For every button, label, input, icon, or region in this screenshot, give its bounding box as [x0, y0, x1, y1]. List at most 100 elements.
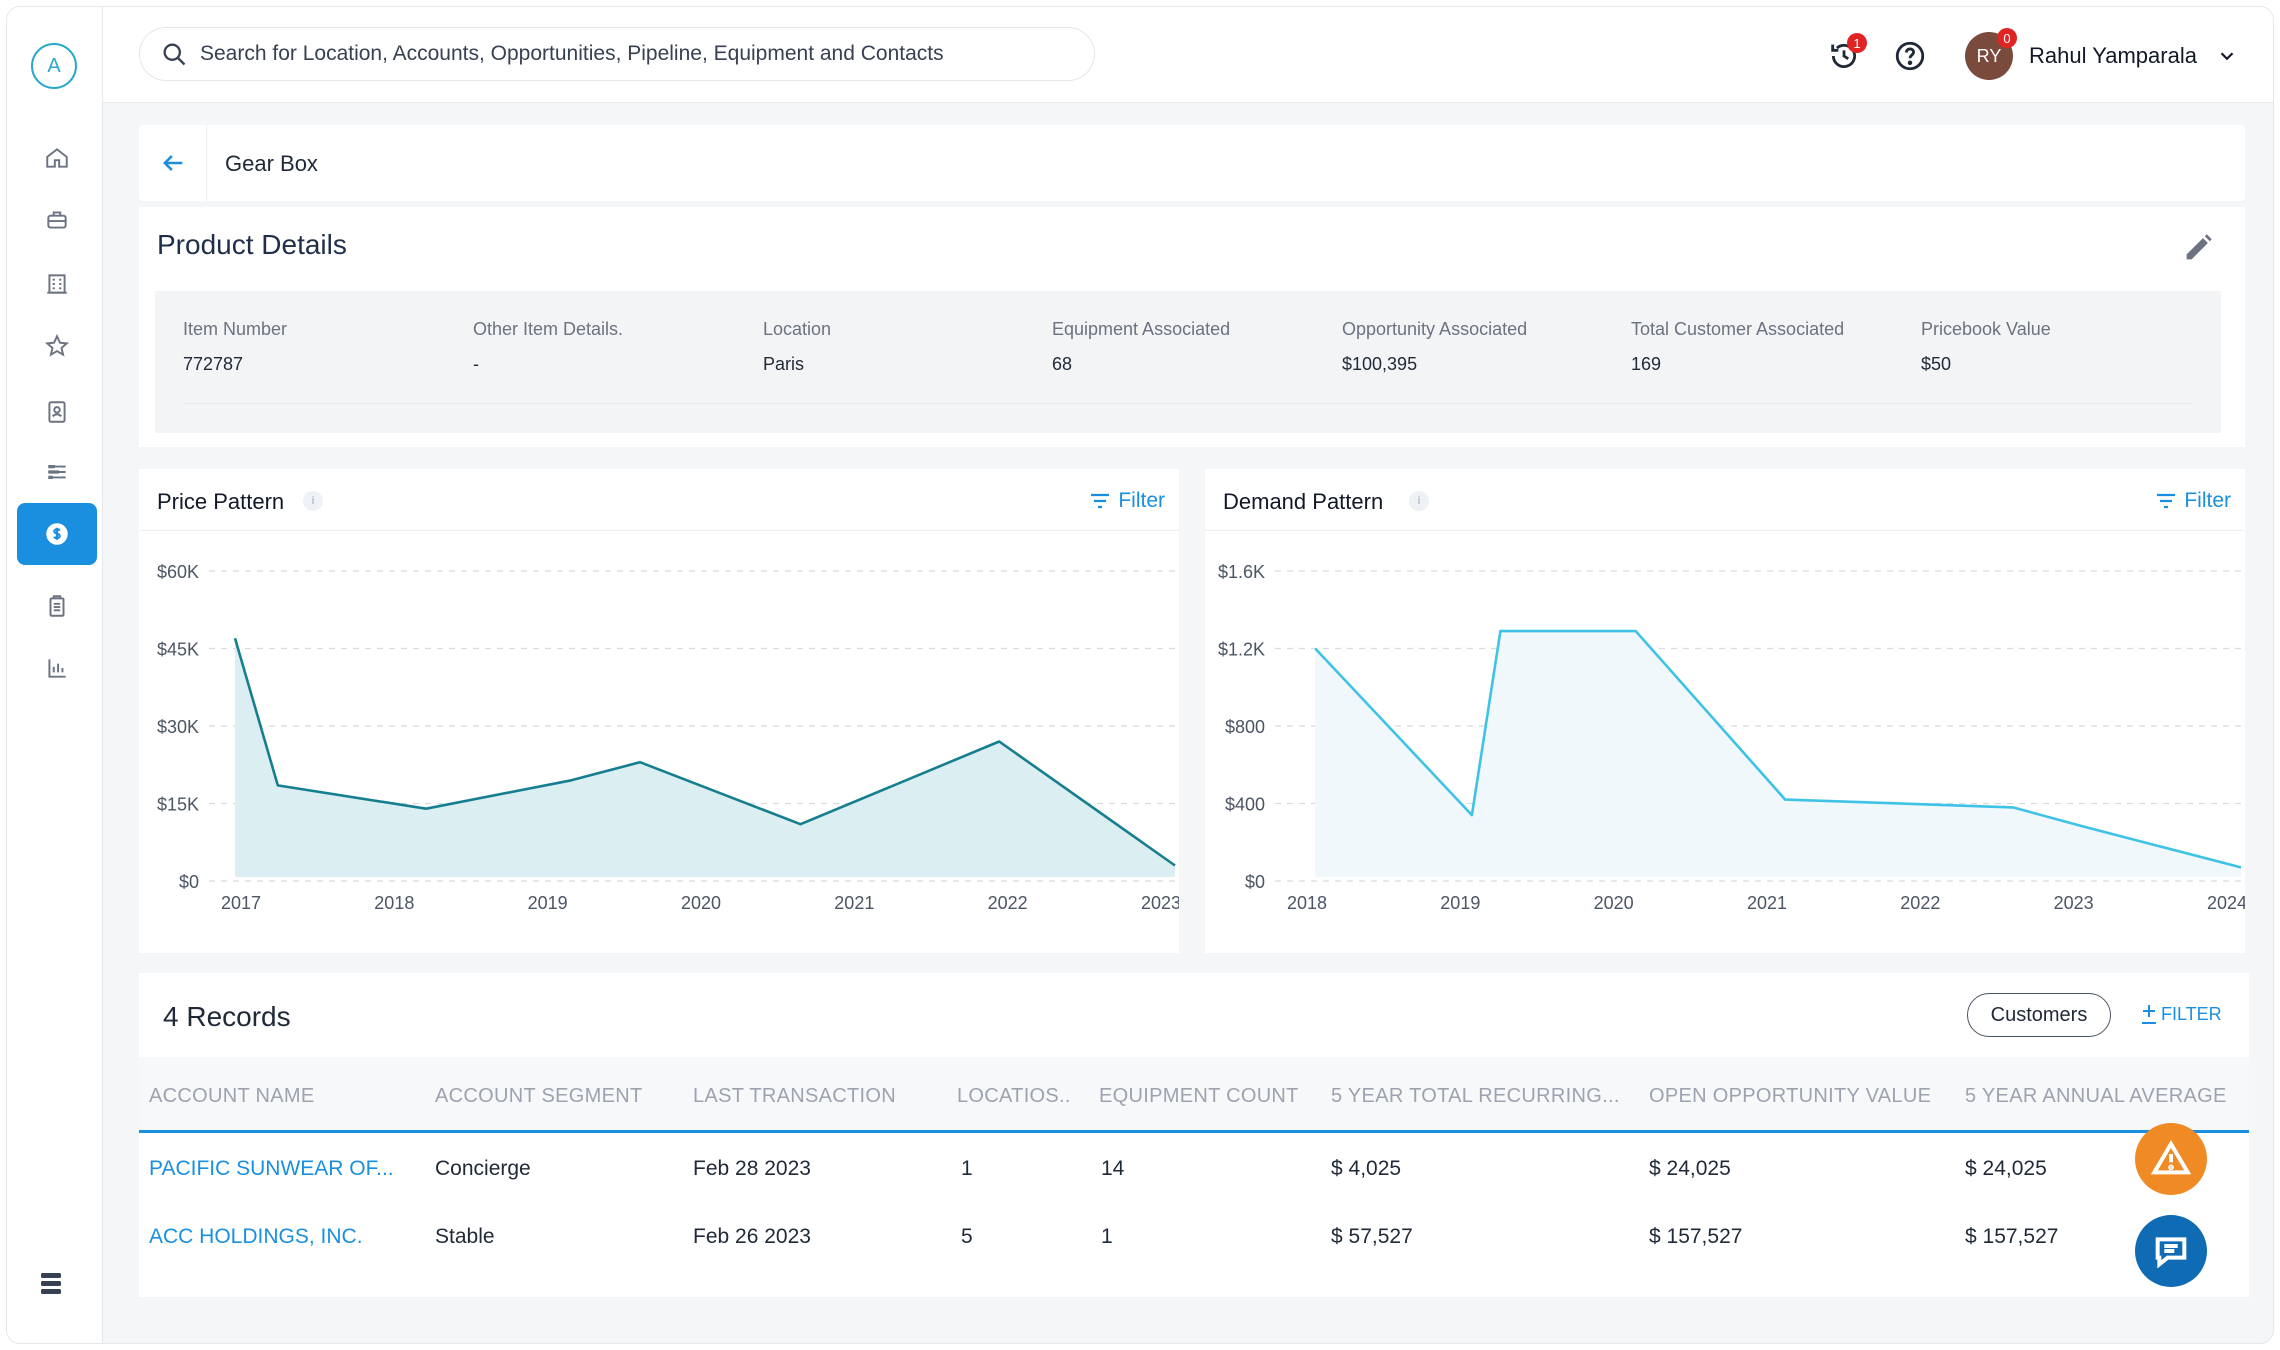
nav-building[interactable] — [17, 253, 97, 315]
data-point[interactable] — [1312, 646, 1318, 652]
table-cell: $ 157,527 — [1965, 1225, 2059, 1248]
chart-header: Demand Pattern i Filter — [1205, 469, 2245, 531]
data-point[interactable] — [1497, 628, 1503, 634]
y-tick-label: $60K — [157, 562, 199, 582]
user-name[interactable]: Rahul Yamparala — [2029, 43, 2197, 68]
data-point[interactable] — [1782, 797, 1788, 803]
app-logo[interactable]: A — [31, 43, 77, 89]
column-header[interactable]: EQUIPMENT COUNT — [1099, 1085, 1299, 1107]
data-point[interactable] — [232, 635, 238, 641]
nav-briefcase[interactable] — [17, 189, 97, 251]
column-header[interactable]: 5 YEAR TOTAL RECURRING... — [1331, 1085, 1620, 1107]
info-icon[interactable]: i — [1409, 491, 1429, 511]
y-tick-label: $0 — [1245, 872, 1265, 892]
history-button[interactable]: 1 — [1827, 33, 1867, 73]
pencil-icon — [2186, 234, 2212, 260]
data-point[interactable] — [568, 777, 574, 783]
account-name-link[interactable]: PACIFIC SUNWEAR OF... — [149, 1157, 394, 1180]
field-total-customer-associated: Total Customer Associated 169 — [1631, 319, 1844, 375]
y-tick-label: $0 — [179, 872, 199, 892]
area-fill — [1315, 631, 2241, 877]
nav-contacts[interactable] — [17, 381, 97, 443]
help-button[interactable] — [1893, 39, 1927, 73]
product-details-card: Product Details Item Number 772787 Other… — [139, 207, 2245, 447]
column-header[interactable]: 5 YEAR ANNUAL AVERAGE — [1965, 1085, 2227, 1107]
records-filter-button[interactable]: FILTER — [2139, 1003, 2222, 1025]
table-cell: 14 — [1101, 1157, 1125, 1180]
table-header: ACCOUNT NAME ACCOUNT SEGMENT LAST TRANSA… — [139, 1057, 2249, 1133]
x-tick-label: 2020 — [681, 893, 721, 913]
field-label: Location — [763, 319, 832, 339]
price-pattern-chart: $0 $15K $30K $45K $60K 2017 2018 2019 2020 2021 20… — [157, 562, 1179, 913]
y-tick-label: $30K — [157, 717, 199, 737]
x-tick-label: 2022 — [988, 893, 1028, 913]
field-value: Paris — [763, 354, 805, 374]
nav-star[interactable] — [17, 315, 97, 377]
column-header[interactable]: LOCATIOS.. — [957, 1085, 1071, 1107]
column-header[interactable]: LAST TRANSACTION — [693, 1085, 896, 1107]
table-row[interactable]: PACIFIC SUNWEAR OF... Concierge Feb 28 2… — [139, 1135, 2249, 1203]
edit-button[interactable] — [2181, 231, 2215, 265]
nav-clipboard[interactable] — [17, 575, 97, 637]
user-avatar[interactable]: RY 0 — [1965, 28, 2017, 80]
filter-icon — [2157, 493, 2176, 509]
chat-icon — [2155, 1237, 2187, 1269]
x-tick-label: 2023 — [2054, 893, 2094, 913]
table-cell: Feb 26 2023 — [693, 1225, 811, 1248]
data-point[interactable] — [996, 739, 1002, 745]
price-filter-button[interactable]: Filter — [1088, 489, 1165, 513]
data-point[interactable] — [798, 821, 804, 827]
column-header[interactable]: ACCOUNT NAME — [149, 1085, 315, 1107]
data-point[interactable] — [423, 806, 429, 812]
data-point[interactable] — [2010, 804, 2016, 810]
data-point[interactable] — [2238, 864, 2244, 870]
table-row[interactable]: ACC HOLDINGS, INC. Stable Feb 26 2023 5 … — [139, 1203, 2249, 1271]
field-opportunity-associated: Opportunity Associated $100,395 — [1342, 319, 1527, 375]
nav-analytics[interactable] — [17, 637, 97, 699]
field-pricebook-value: Pricebook Value $50 — [1921, 319, 2051, 375]
nav-pipeline[interactable] — [17, 441, 97, 503]
table-cell: $ 157,527 — [1649, 1225, 1743, 1248]
search-input[interactable]: Search for Location, Accounts, Opportuni… — [200, 42, 944, 65]
x-tick-label: 2019 — [528, 893, 568, 913]
global-search[interactable]: Search for Location, Accounts, Opportuni… — [139, 27, 1095, 81]
series-line — [1314, 629, 2242, 869]
table-cell: 1 — [1101, 1225, 1113, 1248]
field-label: Opportunity Associated — [1342, 319, 1528, 339]
info-icon[interactable]: i — [303, 491, 323, 511]
data-point[interactable] — [637, 759, 643, 765]
column-header[interactable]: ACCOUNT SEGMENT — [435, 1085, 643, 1107]
data-point[interactable] — [2081, 824, 2087, 830]
help-icon — [1895, 41, 1925, 71]
table-cell: 1 — [961, 1157, 973, 1180]
avatar-badge: 0 — [1997, 28, 2017, 48]
back-button[interactable] — [139, 125, 207, 201]
menu-icon[interactable] — [37, 1269, 71, 1299]
data-point[interactable] — [275, 782, 281, 788]
contact-book-icon — [48, 401, 66, 423]
column-header[interactable]: OPEN OPPORTUNITY VALUE — [1649, 1085, 1932, 1107]
data-point[interactable] — [1469, 812, 1475, 818]
y-tick-label: $1.6K — [1218, 562, 1265, 582]
demand-chart-title: Demand Pattern — [1223, 489, 1384, 514]
chat-button[interactable] — [2135, 1215, 2207, 1287]
data-point[interactable] — [1172, 863, 1178, 869]
table-cell: $ 24,025 — [1649, 1157, 1731, 1180]
user-menu-toggle[interactable] — [2216, 45, 2238, 67]
field-value: 169 — [1631, 354, 1662, 374]
dollar-circle-icon — [46, 523, 68, 545]
field-label: Item Number — [183, 319, 288, 339]
account-name-link[interactable]: ACC HOLDINGS, INC. — [149, 1225, 363, 1248]
data-point[interactable] — [1633, 628, 1639, 634]
nav-pricing[interactable] — [17, 503, 97, 565]
warning-button[interactable] — [2135, 1123, 2207, 1195]
table-cell: $ 4,025 — [1331, 1157, 1402, 1180]
x-tick-label: 2024 — [2207, 893, 2245, 913]
customers-button[interactable]: Customers — [1967, 993, 2111, 1037]
product-details-title: Product Details — [157, 229, 347, 260]
history-badge: 1 — [1847, 33, 1867, 53]
field-location: Location Paris — [763, 319, 831, 375]
nav-home[interactable] — [17, 127, 97, 189]
sidebar: A — [7, 7, 103, 1343]
demand-filter-button[interactable]: Filter — [2154, 489, 2231, 513]
